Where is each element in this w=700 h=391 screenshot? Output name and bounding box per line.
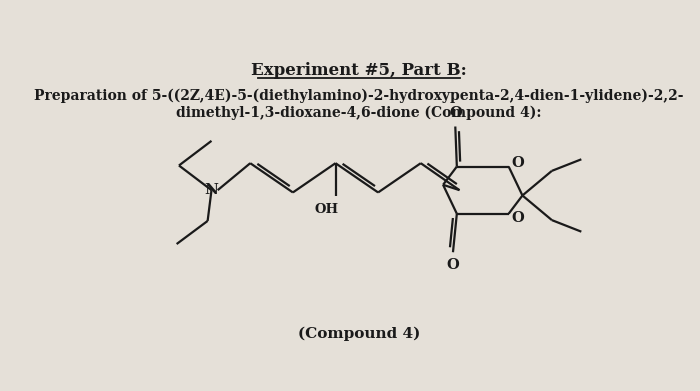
Text: O: O	[447, 258, 459, 272]
Text: O: O	[449, 106, 462, 120]
Text: OH: OH	[314, 203, 338, 216]
Text: N: N	[204, 183, 218, 197]
Text: O: O	[512, 211, 524, 224]
Text: O: O	[512, 156, 524, 170]
Text: (Compound 4): (Compound 4)	[298, 327, 420, 341]
Text: dimethyl-1,3-dioxane-4,6-dione (Compound 4):: dimethyl-1,3-dioxane-4,6-dione (Compound…	[176, 106, 542, 120]
Text: Experiment #5, Part B:: Experiment #5, Part B:	[251, 62, 467, 79]
Text: Preparation of 5-((2Z,4E)-5-(diethylamino)-2-hydroxypenta-2,4-dien-1-ylidene)-2,: Preparation of 5-((2Z,4E)-5-(diethylamin…	[34, 89, 683, 103]
